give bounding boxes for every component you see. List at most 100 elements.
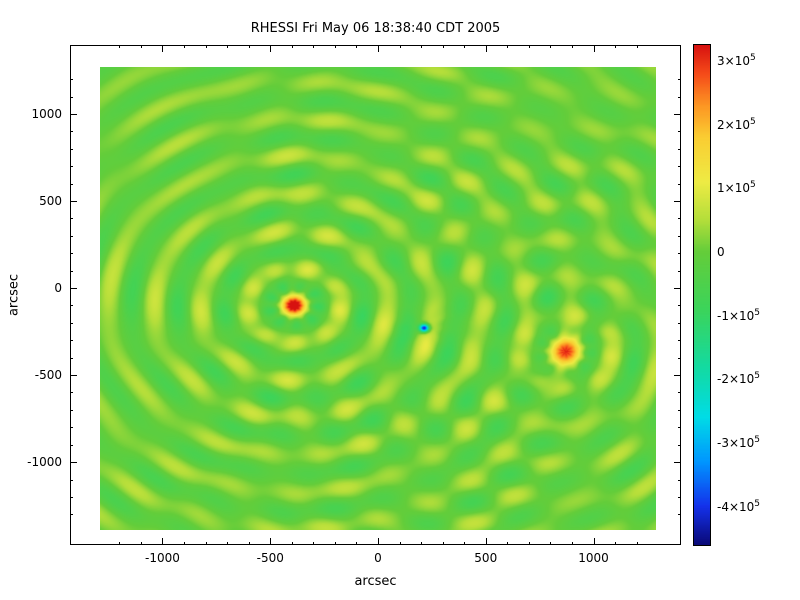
axis-tick bbox=[678, 305, 681, 307]
axis-tick bbox=[485, 538, 487, 545]
axis-tick bbox=[70, 96, 73, 98]
axis-tick bbox=[678, 340, 681, 342]
axis-tick bbox=[485, 45, 487, 52]
axis-tick bbox=[70, 166, 73, 168]
axis-tick bbox=[615, 542, 617, 545]
axis-tick bbox=[636, 45, 638, 48]
axis-tick bbox=[227, 45, 229, 48]
colorbar-frame bbox=[693, 44, 711, 546]
axis-tick bbox=[421, 45, 423, 48]
axis-tick bbox=[248, 542, 250, 545]
axis-tick bbox=[678, 427, 681, 429]
colorbar-tick-label: 0 bbox=[717, 245, 725, 259]
axis-tick bbox=[205, 45, 207, 48]
axis-tick bbox=[70, 392, 73, 394]
axis-tick bbox=[378, 538, 379, 545]
axis-tick bbox=[70, 131, 73, 133]
y-tick-label: 500 bbox=[39, 194, 62, 209]
axis-tick bbox=[70, 427, 73, 429]
axis-tick bbox=[70, 305, 73, 307]
axis-tick bbox=[70, 253, 73, 255]
axis-tick bbox=[571, 45, 573, 48]
axis-tick bbox=[70, 113, 77, 115]
y-axis-label: arcsec bbox=[6, 273, 22, 317]
axis-tick bbox=[70, 322, 73, 324]
axis-tick bbox=[674, 462, 681, 464]
axis-tick bbox=[270, 538, 272, 545]
axis-tick bbox=[678, 496, 681, 498]
axis-tick bbox=[464, 45, 466, 48]
plot-title: RHESSI Fri May 06 18:38:40 CDT 2005 bbox=[250, 21, 501, 36]
axis-tick bbox=[550, 542, 552, 545]
axis-tick bbox=[119, 45, 121, 48]
x-tick-label: 1000 bbox=[578, 551, 609, 565]
axis-tick bbox=[593, 538, 595, 545]
axis-tick bbox=[356, 542, 358, 545]
axis-tick bbox=[678, 514, 681, 516]
axis-tick bbox=[70, 496, 73, 498]
axis-tick bbox=[227, 542, 229, 545]
axis-tick bbox=[678, 148, 681, 150]
colorbar-gradient bbox=[694, 45, 710, 545]
axis-tick bbox=[678, 479, 681, 481]
axis-tick bbox=[674, 288, 681, 290]
axis-tick bbox=[678, 253, 681, 255]
axis-tick bbox=[378, 45, 379, 52]
x-tick-label: -1000 bbox=[145, 551, 180, 565]
colorbar-tick-label: -1×105 bbox=[717, 307, 761, 323]
axis-tick bbox=[162, 45, 164, 52]
axis-tick bbox=[421, 542, 423, 545]
axis-tick bbox=[399, 45, 401, 48]
axis-tick bbox=[70, 183, 73, 185]
axis-tick bbox=[678, 322, 681, 324]
axis-tick bbox=[119, 542, 121, 545]
axis-tick bbox=[678, 357, 681, 359]
axis-tick bbox=[678, 96, 681, 98]
axis-tick bbox=[464, 542, 466, 545]
axis-tick bbox=[593, 45, 595, 52]
axis-tick bbox=[399, 542, 401, 545]
axis-tick bbox=[70, 270, 73, 272]
axis-tick bbox=[70, 479, 73, 481]
axis-tick bbox=[507, 542, 509, 545]
axis-tick bbox=[291, 45, 293, 48]
colorbar-tick-label: -3×105 bbox=[717, 435, 761, 451]
axis-tick bbox=[70, 409, 73, 411]
colorbar-tick-label: -2×105 bbox=[717, 371, 761, 387]
axis-tick bbox=[550, 45, 552, 48]
axis-tick bbox=[70, 340, 73, 342]
axis-tick bbox=[270, 45, 272, 52]
axis-tick bbox=[70, 218, 73, 220]
axis-tick bbox=[528, 542, 530, 545]
axis-tick bbox=[70, 514, 73, 516]
x-tick-label: -500 bbox=[256, 551, 284, 565]
colorbar-tick-label: -4×105 bbox=[717, 498, 761, 514]
heatmap-image bbox=[100, 67, 656, 530]
axis-tick bbox=[70, 288, 77, 290]
axis-tick bbox=[70, 357, 73, 359]
axis-tick bbox=[678, 218, 681, 220]
axis-tick bbox=[140, 542, 142, 545]
axis-tick bbox=[636, 542, 638, 545]
axis-tick bbox=[313, 45, 315, 48]
y-tick-label: -1000 bbox=[27, 455, 62, 470]
axis-tick bbox=[442, 45, 444, 48]
axis-tick bbox=[678, 183, 681, 185]
axis-tick bbox=[313, 542, 315, 545]
axis-tick bbox=[674, 201, 681, 203]
axis-tick bbox=[70, 444, 73, 446]
axis-tick bbox=[334, 542, 336, 545]
axis-tick bbox=[140, 45, 142, 48]
axis-tick bbox=[70, 462, 77, 464]
axis-tick bbox=[291, 542, 293, 545]
axis-tick bbox=[442, 542, 444, 545]
x-tick-label: 0 bbox=[374, 551, 382, 565]
colorbar-tick-label: 3×105 bbox=[717, 52, 756, 68]
axis-tick bbox=[334, 45, 336, 48]
axis-tick bbox=[70, 201, 77, 203]
axis-tick bbox=[678, 79, 681, 81]
plot-axes-frame bbox=[70, 45, 681, 545]
y-tick-label: 1000 bbox=[31, 106, 62, 121]
axis-tick bbox=[356, 45, 358, 48]
